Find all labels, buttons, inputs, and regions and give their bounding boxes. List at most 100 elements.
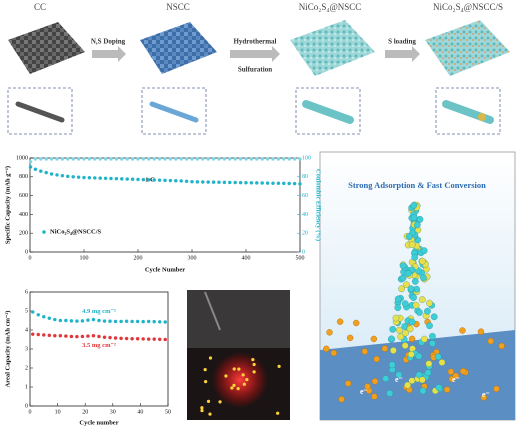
fiber	[15, 101, 65, 123]
data-point	[102, 319, 107, 323]
data-point	[163, 178, 167, 183]
polysulfide	[371, 378, 379, 385]
particle	[408, 241, 416, 249]
data-point	[130, 177, 135, 181]
polysulfide	[493, 385, 500, 393]
led	[218, 400, 222, 404]
data-point	[103, 157, 108, 161]
data-point	[71, 175, 75, 179]
step-label: S loading	[388, 38, 416, 46]
particle	[390, 347, 397, 354]
data-point	[130, 157, 135, 161]
particle	[399, 274, 407, 282]
data-point	[184, 179, 189, 184]
data-point	[136, 177, 140, 182]
particle	[401, 300, 409, 308]
data-point	[58, 318, 63, 323]
particle	[394, 304, 402, 312]
particle	[411, 254, 419, 261]
data-point	[222, 180, 227, 185]
polysulfide	[487, 337, 495, 345]
led	[236, 387, 240, 391]
x-axis-label: Cycle Number	[145, 266, 185, 273]
data-point	[152, 319, 156, 324]
particle	[395, 326, 403, 334]
led	[206, 399, 211, 403]
data-point	[28, 160, 33, 164]
x-tick-label: 10	[55, 409, 61, 415]
y-tick-label: 2	[25, 365, 28, 371]
particle	[394, 295, 402, 303]
data-point	[190, 157, 194, 161]
y2-tick-label: 20	[302, 231, 308, 237]
particle	[404, 270, 412, 277]
led	[237, 367, 241, 371]
led	[251, 357, 255, 362]
polysulfide	[460, 368, 467, 375]
data-point	[49, 157, 54, 161]
particle	[424, 307, 431, 315]
data-point	[39, 157, 43, 161]
data-point	[201, 180, 205, 184]
polysulfide	[370, 335, 378, 343]
data-point	[119, 336, 123, 341]
data-point	[76, 175, 81, 179]
data-point	[82, 157, 86, 161]
data-point	[179, 179, 183, 183]
particle	[415, 352, 423, 360]
data-point	[211, 157, 216, 161]
particle	[408, 377, 416, 385]
particle	[388, 361, 396, 369]
data-point	[33, 167, 38, 172]
data-point	[75, 334, 79, 339]
data-point	[39, 169, 43, 173]
led	[200, 406, 204, 410]
led	[232, 367, 236, 371]
data-point	[98, 157, 102, 161]
data-point	[146, 337, 151, 341]
data-point	[91, 317, 96, 322]
legend-marker	[42, 230, 46, 234]
data-point	[260, 157, 264, 161]
data-point	[233, 157, 237, 161]
data-point	[55, 173, 59, 177]
particle	[420, 247, 428, 255]
data-point	[146, 319, 151, 324]
polysulfide	[477, 328, 485, 335]
particle	[410, 214, 418, 222]
data-point	[108, 335, 112, 340]
particle	[420, 274, 427, 282]
polysulfide	[371, 393, 378, 400]
particle	[434, 353, 442, 361]
electron-label: e⁻	[482, 390, 490, 399]
led	[232, 383, 236, 387]
led	[208, 412, 212, 416]
polysulfide	[452, 372, 460, 380]
data-point	[124, 336, 129, 341]
data-point	[141, 319, 145, 324]
polysulfide	[373, 355, 380, 363]
x-tick-label: 400	[242, 255, 251, 261]
particle	[403, 281, 410, 289]
data-point	[44, 157, 48, 161]
zoom-boxes	[7, 87, 501, 135]
x-tick-label: 50	[165, 409, 171, 415]
data-point	[80, 334, 85, 339]
cloth	[8, 22, 85, 74]
particle	[419, 387, 427, 395]
data-point	[206, 180, 210, 184]
particle	[438, 359, 446, 366]
data-point	[298, 182, 302, 186]
y-tick-label: 200	[19, 231, 28, 237]
data-point	[55, 157, 59, 161]
particle	[386, 389, 394, 397]
polysulfide	[323, 345, 330, 352]
data-point	[93, 157, 97, 161]
data-point	[157, 157, 162, 161]
x-tick-label: 300	[188, 255, 197, 261]
data-point	[47, 316, 52, 320]
x-tick-label: 500	[296, 255, 305, 261]
particle	[402, 329, 409, 337]
series-label: 4.9 mg cm⁻²	[82, 308, 116, 315]
